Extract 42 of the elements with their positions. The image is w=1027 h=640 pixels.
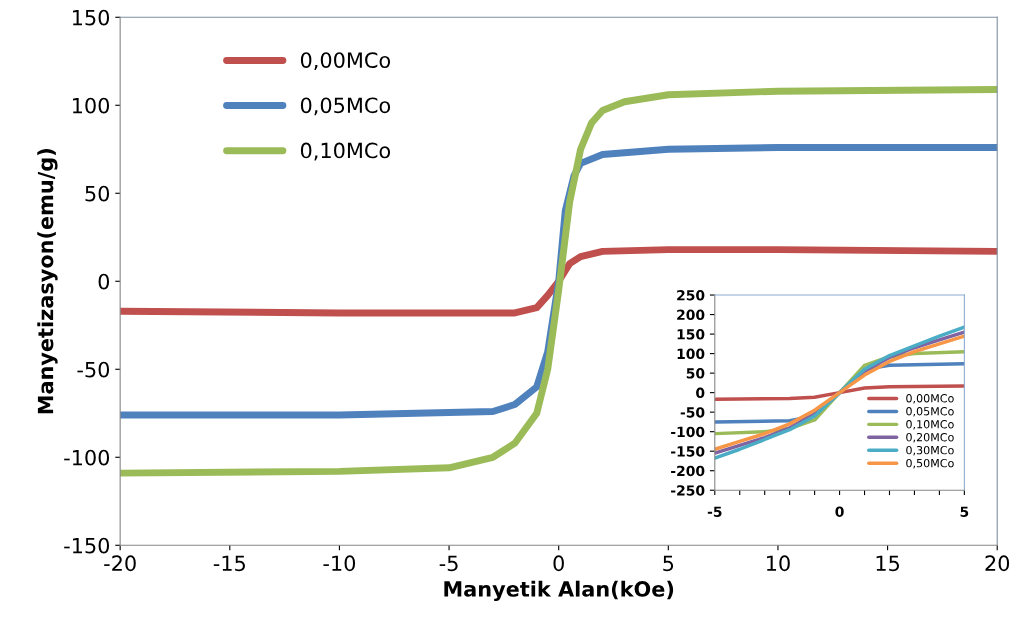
y-tick-label: 100: [72, 97, 110, 114]
y-tick-label: -50: [77, 361, 110, 378]
y-tick-label: -50: [680, 407, 705, 418]
x-tick-label: -20: [104, 555, 136, 572]
y-tick-label: -150: [671, 446, 705, 457]
legend-label: 0,00MCo: [300, 52, 391, 71]
line-series: [714, 384, 965, 402]
y-tick-label: 200: [677, 309, 705, 321]
legend-label: 0,10MCo: [906, 420, 954, 430]
legend-label: 0,50MCo: [906, 458, 954, 469]
legend-label: 0,05MCo: [300, 97, 391, 116]
x-tick-label: 5: [663, 555, 674, 572]
x-tick-label: 20: [985, 555, 1010, 572]
y-tick-label: 50: [85, 185, 110, 202]
legend-label: 0,00MCo: [906, 394, 954, 404]
x-tick-label: 10: [766, 555, 790, 572]
y-axis-title: Manyetizasyon(emu/g): [37, 149, 58, 414]
y-tick-label: -150: [64, 537, 110, 554]
legend-label: 0,05MCo: [906, 407, 954, 417]
y-tick-label: 0: [696, 387, 705, 399]
y-tick-label: -100: [671, 426, 705, 438]
y-tick-label: -200: [671, 465, 705, 477]
y-tick-label: 250: [677, 290, 705, 301]
y-tick-label: 0: [98, 273, 110, 290]
x-tick-label: -5: [439, 555, 458, 572]
y-tick-label: 150: [72, 9, 110, 26]
x-tick-label: 5: [960, 506, 969, 517]
x-tick-label: -5: [707, 506, 722, 517]
x-axis-title: Manyetik Alan(kOe): [444, 580, 674, 602]
y-tick-label: 150: [677, 329, 705, 340]
x-tick-label: -10: [323, 555, 356, 572]
x-tick-label: 0: [835, 506, 844, 517]
x-tick-label: 0: [553, 555, 564, 572]
x-tick-label: -15: [213, 555, 245, 572]
x-tick-label: 15: [876, 555, 900, 572]
y-tick-label: -250: [671, 485, 705, 496]
y-tick-label: -100: [64, 449, 110, 466]
legend-label: 0,30MCo: [906, 445, 954, 456]
legend-label: 0,20MCo: [906, 432, 954, 443]
y-tick-label: 100: [677, 348, 705, 360]
legend-label: 0,10MCo: [300, 142, 391, 161]
y-tick-label: 50: [686, 368, 705, 379]
